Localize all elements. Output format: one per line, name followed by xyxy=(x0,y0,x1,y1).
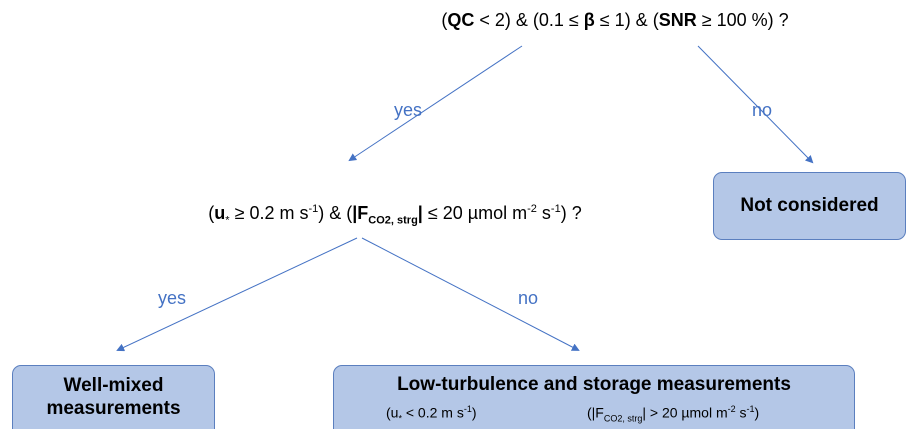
text: -2 xyxy=(727,404,736,414)
question: (QC < 2) & (0.1 ≤ β ≤ 1) & (SNR ≥ 100 %)… xyxy=(441,10,788,31)
text: < 2) & (0.1 ≤ xyxy=(474,10,584,30)
arrow xyxy=(361,237,580,351)
text: u xyxy=(214,203,226,223)
text: * xyxy=(225,214,230,227)
text: ( xyxy=(441,10,448,30)
text: ≤ 1) & ( xyxy=(594,10,659,30)
text: β xyxy=(583,10,595,30)
text: | > 20 µmol m xyxy=(642,404,728,421)
text: (u xyxy=(386,404,399,421)
text: (|F xyxy=(587,404,604,421)
arrow xyxy=(697,45,814,164)
arrow xyxy=(348,45,523,162)
text: s xyxy=(735,404,747,421)
question: (u* ≥ 0.2 m s-1) & (|FCO2, strg| ≤ 20 µm… xyxy=(208,203,581,227)
arrow xyxy=(116,237,358,352)
leaf-box: Well-mixed measurements xyxy=(12,365,215,429)
text: CO2, strg xyxy=(603,413,643,424)
text: ≥ 0.2 m s xyxy=(229,203,309,223)
text: -1 xyxy=(308,203,319,215)
edge-label: yes xyxy=(157,288,187,308)
leaf-box: Not considered xyxy=(713,172,906,240)
text: < 0.2 m s xyxy=(401,404,464,421)
text: QC xyxy=(447,10,475,30)
text: CO2, strg xyxy=(368,214,418,227)
text: ) ? xyxy=(560,203,582,223)
text: * xyxy=(398,413,402,424)
text: ≤ 20 µmol m xyxy=(422,203,528,223)
text: -1 xyxy=(463,404,472,414)
text: measurements xyxy=(46,398,181,419)
text: ( xyxy=(208,203,215,223)
text: ) & ( xyxy=(318,203,353,223)
text: Low-turbulence and storage measurements xyxy=(397,374,791,395)
text: |F xyxy=(352,203,369,223)
text: | xyxy=(417,203,423,223)
edge-label: no xyxy=(751,100,773,120)
leaf-box: Low-turbulence and storage measurements … xyxy=(333,365,855,429)
text: Well-mixed xyxy=(63,375,164,396)
text: ) xyxy=(754,404,760,421)
note: (u* < 0.2 m s-1) xyxy=(386,404,477,423)
text: ) xyxy=(471,404,477,421)
text: -1 xyxy=(746,404,755,414)
text: Not considered xyxy=(740,195,879,216)
text: -1 xyxy=(550,203,561,215)
text: s xyxy=(536,203,551,223)
edge-label: yes xyxy=(393,100,423,120)
edge-label: no xyxy=(517,288,539,308)
note: (|FCO2, strg| > 20 µmol m-2 s-1) xyxy=(587,404,759,423)
text: ≥ 100 %) ? xyxy=(696,10,789,30)
text: SNR xyxy=(658,10,697,30)
text: -2 xyxy=(527,203,537,215)
